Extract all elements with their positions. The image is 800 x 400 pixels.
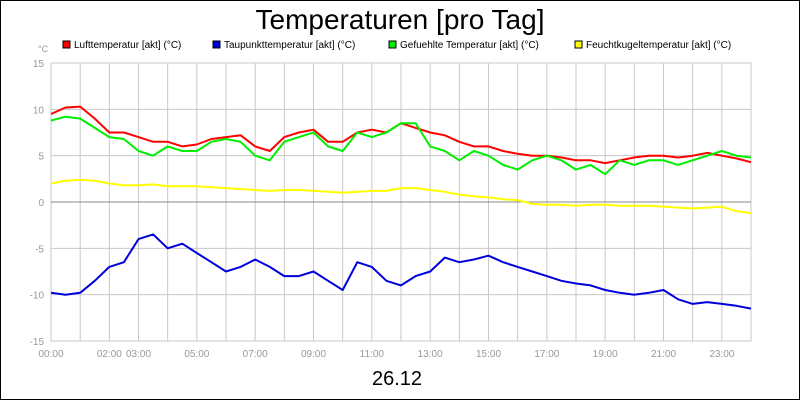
x-tick-label: 13:00 (418, 349, 443, 360)
series-line (50, 178, 752, 215)
x-tick-label: 07:00 (243, 349, 268, 360)
y-tick-label: -15 (30, 337, 45, 348)
y-tick-label: 5 (38, 152, 44, 163)
x-tick-label: 19:00 (593, 349, 618, 360)
x-tick-label: 02:00 (97, 349, 122, 360)
legend-label: Taupunkttemperatur [akt] (°C) (224, 40, 355, 51)
series-line (50, 115, 752, 176)
y-tick-label: -5 (35, 244, 44, 255)
x-tick-label: 03:00 (126, 349, 151, 360)
y-tick-label: -10 (30, 291, 45, 302)
x-tick-labels: 00:00 02:00 03:00 05:00 07:00 09:00 11:00 13:00… (38, 349, 734, 360)
legend-label: Feuchtkugeltemperatur [akt] (°C) (586, 40, 731, 51)
legend-label: Gefuehlte Temperatur [akt] (°C) (400, 40, 539, 51)
x-tick-label: 00:00 (38, 349, 63, 360)
legend: Lufttemperatur [akt] (°C) Taupunkttempera… (62, 40, 731, 51)
legend-swatch (212, 40, 221, 49)
legend-swatch (62, 40, 71, 49)
series-lines (50, 105, 752, 310)
x-tick-label: 15:00 (476, 349, 501, 360)
y-tick-label: 0 (38, 198, 44, 209)
x-tick-label: 09:00 (301, 349, 326, 360)
x-tick-label: 11:00 (360, 349, 385, 360)
x-tick-label: 23:00 (709, 349, 734, 360)
x-tick-label: 17:00 (534, 349, 559, 360)
legend-swatch (388, 40, 397, 49)
y-tick-label: 15 (33, 59, 45, 70)
x-tick-label: 21:00 (651, 349, 676, 360)
chart-title: Temperaturen [pro Tag] (256, 4, 545, 35)
x-tick-label: 05:00 (184, 349, 209, 360)
date-label: 26.12 (372, 368, 422, 390)
y-axis-unit: °C (38, 44, 49, 54)
y-tick-label: 10 (33, 105, 45, 116)
series-line (50, 233, 752, 310)
y-tick-labels: 15 10 5 0 -5 -10 -15 (30, 59, 45, 348)
legend-swatch (574, 40, 583, 49)
legend-label: Lufttemperatur [akt] (°C) (74, 40, 181, 51)
